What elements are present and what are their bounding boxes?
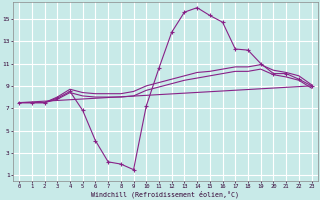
X-axis label: Windchill (Refroidissement éolien,°C): Windchill (Refroidissement éolien,°C) [91,190,239,198]
